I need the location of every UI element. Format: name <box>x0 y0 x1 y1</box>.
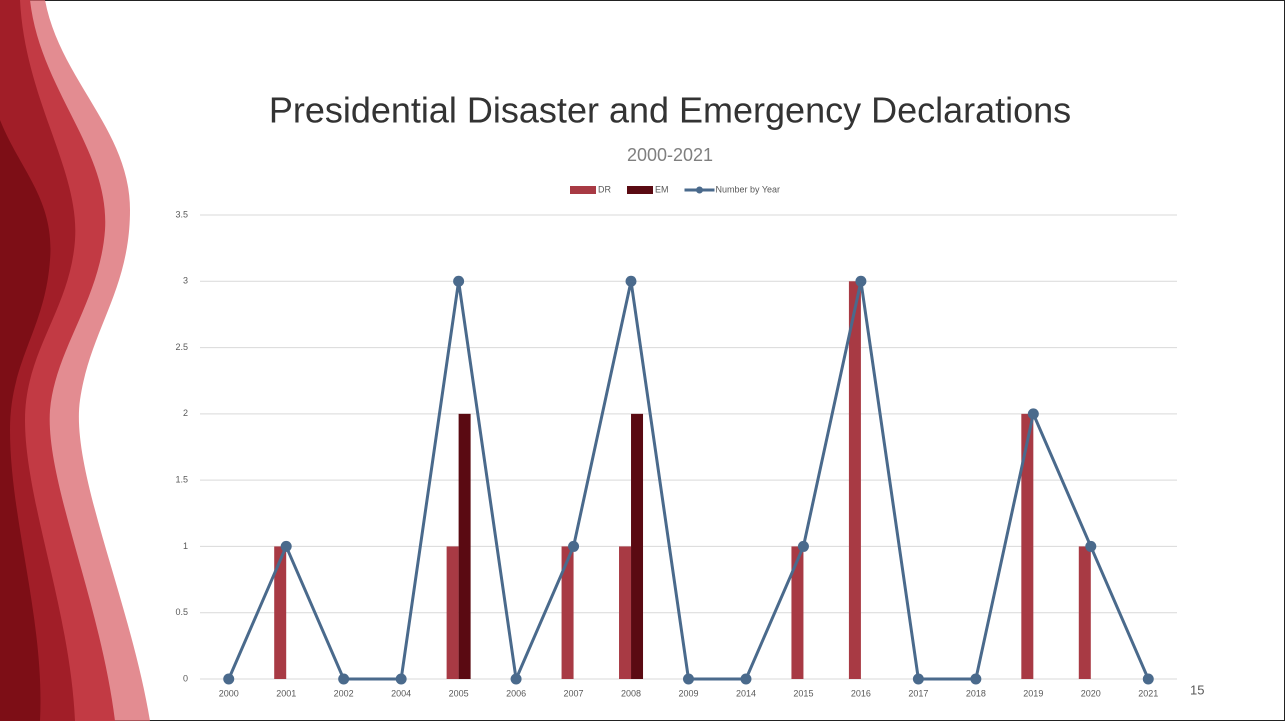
point <box>223 673 235 685</box>
x-tick-label: 2006 <box>506 688 526 698</box>
point <box>395 673 407 685</box>
x-tick-label: 2005 <box>449 688 469 698</box>
legend-swatch <box>696 186 703 194</box>
point <box>912 673 924 685</box>
point <box>510 673 522 685</box>
x-tick-label: 2015 <box>793 688 813 698</box>
bar <box>274 546 287 679</box>
y-tick-label: 2.5 <box>175 342 188 352</box>
point <box>740 673 752 685</box>
point <box>338 673 350 685</box>
legend-label: Number by Year <box>716 184 781 194</box>
slide-number: 15 <box>1190 682 1204 697</box>
point <box>683 673 694 685</box>
chart-title: Presidential Disaster and Emergency Decl… <box>269 90 1071 131</box>
x-tick-label: 2019 <box>1023 688 1043 698</box>
y-tick-label: 0.5 <box>175 607 188 617</box>
x-tick-label: 2000 <box>219 688 239 698</box>
point <box>855 275 867 287</box>
bar <box>1078 546 1091 679</box>
x-tick-label: 2014 <box>736 688 756 698</box>
x-tick-label: 2009 <box>678 688 698 698</box>
point <box>453 275 465 287</box>
x-tick-label: 2021 <box>1138 688 1158 698</box>
y-tick-label: 3 <box>183 276 188 286</box>
legend-label: DR <box>598 184 611 194</box>
x-tick-label: 2016 <box>851 688 871 698</box>
x-tick-label: 2018 <box>966 688 986 698</box>
point <box>1085 540 1097 552</box>
point <box>1027 408 1039 420</box>
bar <box>631 413 644 679</box>
y-tick-label: 1 <box>183 541 188 551</box>
point <box>970 673 982 685</box>
y-tick-label: 3.5 <box>175 209 188 219</box>
bar <box>458 413 471 679</box>
bar <box>1021 413 1034 679</box>
point <box>280 540 292 552</box>
legend-swatch <box>570 186 596 194</box>
bar <box>619 546 632 679</box>
y-tick-label: 1.5 <box>175 475 188 485</box>
legend-swatch <box>627 186 653 194</box>
x-tick-label: 2004 <box>391 688 411 698</box>
chart-subtitle: 2000-2021 <box>627 145 713 165</box>
y-tick-label: 2 <box>183 408 188 418</box>
legend-label: EM <box>655 184 669 194</box>
plot: 0 0.5 1 1.5 2 2.5 3 3.5 2000 2001 2002 2004 2005 2006… <box>175 184 1177 698</box>
point <box>797 540 809 552</box>
decoration <box>0 0 150 721</box>
x-tick-label: 2020 <box>1081 688 1101 698</box>
x-tick-label: 2002 <box>334 688 354 698</box>
y-tick-label: 0 <box>183 673 188 683</box>
point <box>1142 673 1154 685</box>
x-tick-label: 2017 <box>908 688 928 698</box>
bar <box>561 546 574 679</box>
point <box>625 275 637 287</box>
bar <box>848 281 861 679</box>
x-tick-label: 2008 <box>621 688 641 698</box>
x-tick-label: 2007 <box>564 688 584 698</box>
x-tick-label: 2001 <box>276 688 296 698</box>
bar <box>791 546 804 679</box>
bar <box>446 546 459 679</box>
point <box>568 540 580 552</box>
